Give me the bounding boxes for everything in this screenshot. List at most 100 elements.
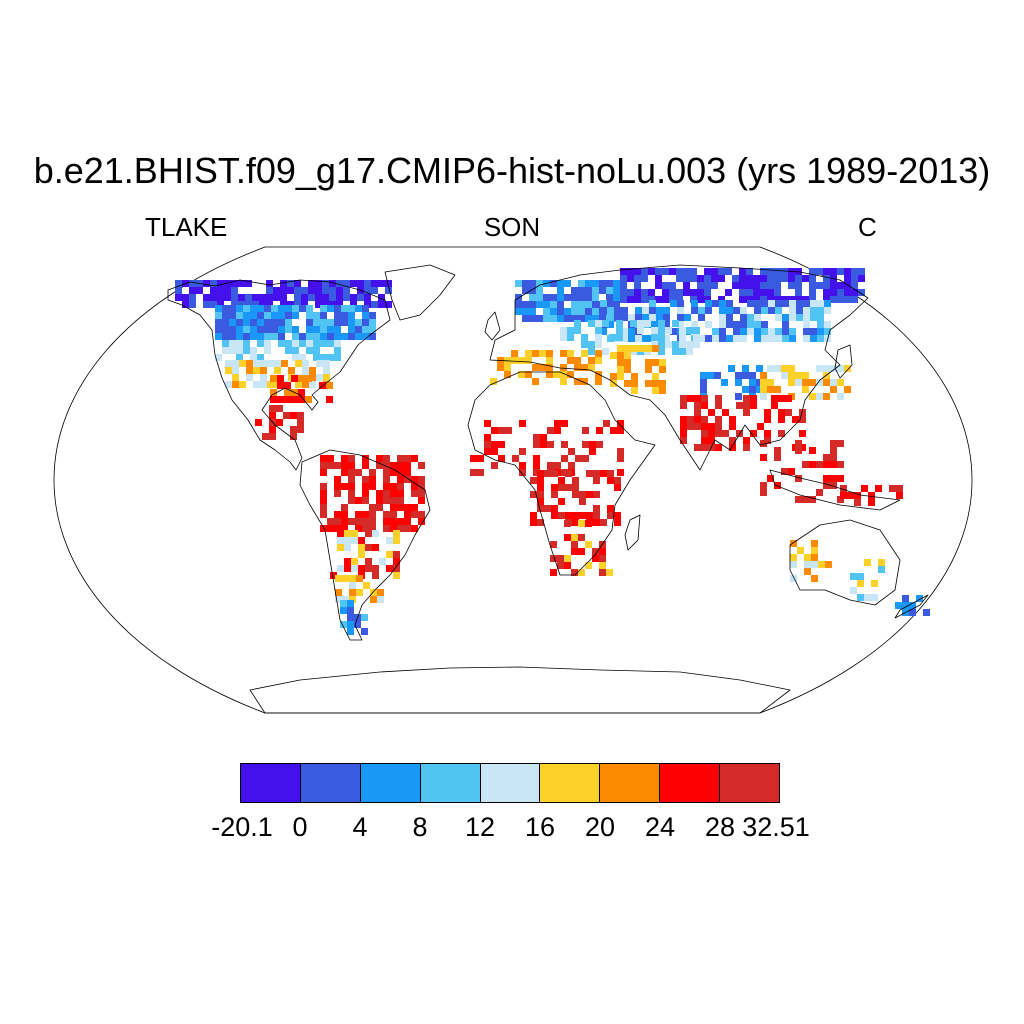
data-cell [593,491,600,498]
data-cell [721,379,728,386]
data-cell [564,308,571,315]
data-cell [680,402,687,409]
data-cell [327,305,334,312]
data-cell [645,366,652,373]
data-cell [574,378,581,385]
data-cell [579,491,586,498]
data-cell [627,268,634,275]
data-cell [547,441,554,448]
data-cell [670,328,677,335]
data-cell [810,307,817,314]
data-cell [823,275,830,282]
data-cell [641,289,648,296]
coastline-australia [789,519,901,606]
data-cell [546,364,553,371]
data-cell [571,569,578,576]
data-cell [753,296,760,303]
data-cell [302,367,309,374]
data-cell [875,485,882,492]
data-cell [547,427,554,434]
data-cell [602,348,609,355]
data-cell [749,379,756,386]
data-cell [327,462,334,469]
data-cell [733,321,740,328]
data-cell [747,328,754,335]
data-cell [767,365,774,372]
data-cell [690,268,697,275]
data-cell [322,287,329,294]
data-cell [358,551,365,558]
data-cell [537,498,544,505]
data-cell [344,530,351,537]
data-cell [595,334,602,341]
data-cell [585,280,592,287]
data-cell [557,294,564,301]
data-cell [781,296,788,303]
data-cell [271,326,278,333]
data-cell [574,327,581,334]
data-cell [530,491,537,498]
data-cell [558,484,565,491]
data-cell [362,455,369,462]
data-cell [571,548,578,555]
data-cell [320,504,327,511]
data-cell [592,294,599,301]
data-cell [245,280,252,287]
data-cell [522,301,529,308]
data-cell [655,268,662,275]
data-cell [804,554,811,561]
data-cell [595,327,602,334]
coastline-north-america [167,279,391,471]
data-cell [621,314,628,321]
data-cell [796,300,803,307]
data-cell [726,321,733,328]
data-cell [760,275,767,282]
data-cell [564,315,571,322]
data-cell [294,301,301,308]
data-cell [390,497,397,504]
data-cell [497,364,504,371]
data-cell [571,534,578,541]
data-cell [694,409,701,416]
data-cell [613,280,620,287]
data-cell [329,294,336,301]
data-cell [362,462,369,469]
data-cell [371,280,378,287]
data-cell [266,301,273,308]
data-cell [340,607,347,614]
data-cell [313,326,320,333]
data-cell [334,518,341,525]
data-cell [830,379,837,386]
data-cell [613,287,620,294]
data-cell [260,360,267,367]
data-cell [327,319,334,326]
data-cell [645,345,652,352]
data-cell [334,305,341,312]
data-cell [519,448,526,455]
data-cell [684,314,691,321]
data-cell [210,287,217,294]
data-cell [536,294,543,301]
coastline-indonesia [769,469,901,511]
data-cell [634,282,641,289]
data-cell [778,395,785,402]
data-cell [789,335,796,342]
data-cell [714,372,721,379]
data-cell [764,437,771,444]
data-cell [739,289,746,296]
data-cell [579,498,586,505]
data-cell [267,360,274,367]
data-cell [761,335,768,342]
data-cell [645,359,652,366]
data-cell [364,301,371,308]
coastline-south-america [299,449,431,641]
data-cell [372,544,379,551]
data-cell [222,347,229,354]
data-cell [315,301,322,308]
data-cell [670,300,677,307]
data-cell [665,341,672,348]
data-cell [383,497,390,504]
data-cell [642,314,649,321]
data-cell [334,483,341,490]
